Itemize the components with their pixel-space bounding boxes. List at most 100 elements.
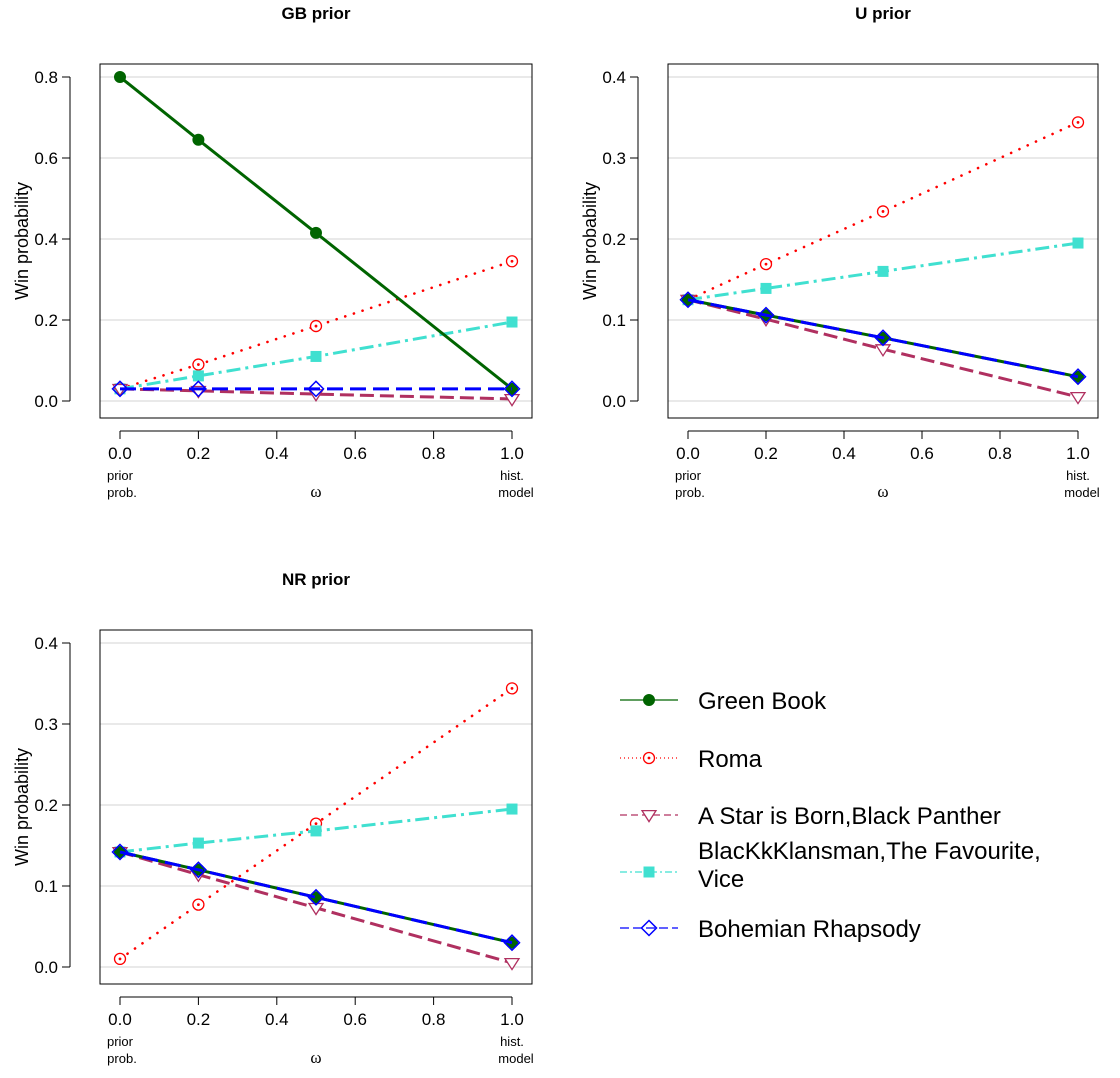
y-axis-label: Win probability [12, 182, 32, 300]
data-point-boh [189, 380, 207, 398]
x-annotation-left: prior [107, 1034, 134, 1049]
data-point-roma [192, 898, 205, 911]
series-roma [113, 682, 519, 966]
legend: Green Book Roma A Star is Born,Black Panth… [620, 688, 1041, 943]
x-annotation-right: hist. [500, 1034, 524, 1049]
legend-marker [640, 810, 658, 823]
x-tick-label: 0.0 [108, 1010, 132, 1029]
legend-marker [642, 751, 656, 765]
x-annotation-left: prior [107, 468, 134, 483]
y-tick-label: 0.2 [602, 230, 626, 249]
x-tick-label: 0.2 [754, 444, 778, 463]
y-tick-label: 0.0 [34, 958, 58, 977]
data-point-roma [113, 952, 127, 966]
x-tick-label: 0.6 [343, 1010, 367, 1029]
x-tick-label: 0.8 [422, 1010, 446, 1029]
series-star [111, 846, 521, 971]
series-roma [681, 116, 1085, 306]
data-point-blac [1072, 237, 1084, 249]
legend-item-star: A Star is Born,Black Panther [620, 803, 1001, 830]
legend-marker [643, 694, 655, 706]
series-gb [114, 71, 518, 395]
data-point-blac [877, 265, 889, 277]
data-point-roma [759, 257, 773, 271]
legend-label: BlacKkKlansman,The Favourite, [698, 838, 1041, 865]
plot-frame [99, 63, 533, 419]
y-tick-label: 0.3 [34, 715, 58, 734]
data-point-blac [760, 282, 772, 294]
y-tick-label: 0.1 [602, 311, 626, 330]
y-tick-label: 0.4 [602, 68, 626, 87]
legend-item-gb: Green Book [620, 688, 827, 715]
data-point-boh [307, 888, 325, 906]
x-tick-label: 0.0 [108, 444, 132, 463]
chart-title: GB prior [282, 4, 351, 23]
legend-label: Roma [698, 746, 763, 773]
data-point-roma [505, 682, 519, 695]
x-axis-label: ω [877, 482, 888, 501]
x-tick-label: 0.2 [187, 444, 211, 463]
x-annotation-left: prob. [107, 485, 137, 500]
series-line-star [687, 298, 1079, 399]
data-point-boh [189, 861, 207, 879]
data-point-star [307, 902, 325, 916]
y-tick-label: 0.6 [34, 149, 58, 168]
data-point-boh [503, 934, 521, 952]
legend-marker [643, 866, 655, 878]
data-point-star [1069, 391, 1087, 405]
series-line-gb [119, 75, 513, 391]
x-annotation-left: prob. [107, 1051, 137, 1066]
x-tick-label: 0.8 [422, 444, 446, 463]
x-tick-label: 0.2 [187, 1010, 211, 1029]
legend-marker [640, 919, 658, 937]
data-point-gb [310, 226, 322, 239]
series-line-blac [119, 320, 513, 391]
x-annotation-right: hist. [500, 468, 524, 483]
y-tick-label: 0.2 [34, 311, 58, 330]
y-axis-label: Win probability [580, 182, 600, 300]
series-line-blac [687, 241, 1079, 302]
data-point-gb [192, 133, 205, 146]
x-tick-label: 0.4 [265, 1010, 289, 1029]
y-tick-label: 0.0 [602, 392, 626, 411]
legend-item-roma: Roma [620, 746, 763, 773]
series-line-star [119, 850, 513, 965]
series-blac [682, 237, 1084, 306]
legend-label: Green Book [698, 688, 827, 715]
series-line-roma [118, 259, 514, 391]
y-tick-label: 0.1 [34, 877, 58, 896]
legend-item-blac: BlacKkKlansman,The Favourite, Vice [620, 838, 1041, 893]
data-point-boh [1069, 368, 1087, 386]
x-tick-label: 0.4 [832, 444, 856, 463]
data-point-blac [506, 316, 518, 328]
data-point-blac [310, 350, 322, 362]
series-line-boh [687, 298, 1079, 379]
data-point-blac [506, 803, 518, 815]
x-annotation-left: prob. [675, 485, 705, 500]
data-point-blac [192, 370, 204, 382]
y-axis-label: Win probability [12, 748, 32, 866]
legend-label: Bohemian Rhapsody [698, 916, 921, 943]
legend-item-boh: Bohemian Rhapsody [620, 916, 921, 943]
data-point-boh [757, 306, 775, 324]
series-boh [111, 843, 521, 952]
x-annotation-right: model [498, 485, 534, 500]
x-axis-label: ω [310, 1048, 321, 1067]
data-point-boh [307, 380, 325, 398]
x-annotation-left: prior [675, 468, 702, 483]
x-tick-label: 0.0 [676, 444, 700, 463]
series-line-blac [119, 807, 513, 854]
x-annotation-right: model [1064, 485, 1100, 500]
chart-panel-u: U prior 0.0 0.1 0.2 0.3 0.4 Win probability 0.0… [580, 4, 1100, 501]
chart-title: U prior [855, 4, 911, 23]
data-point-roma [505, 255, 519, 268]
x-tick-label: 0.6 [910, 444, 934, 463]
x-annotation-right: model [498, 1051, 534, 1066]
y-tick-label: 0.3 [602, 149, 626, 168]
data-point-boh [503, 380, 521, 398]
y-tick-label: 0.4 [34, 230, 58, 249]
